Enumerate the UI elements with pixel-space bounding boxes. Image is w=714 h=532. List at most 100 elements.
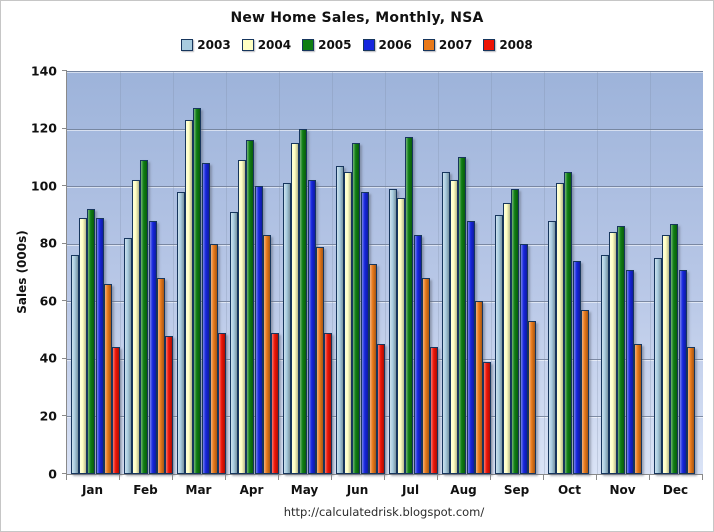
bar-2008-feb bbox=[164, 335, 173, 474]
legend: 2003 2004 2005 2006 2007 2008 bbox=[1, 38, 713, 52]
bar-slot bbox=[201, 71, 210, 474]
bar-slot bbox=[87, 71, 96, 474]
bar-2004-aug bbox=[450, 180, 459, 474]
bar-group-apr bbox=[226, 71, 279, 474]
plot-area bbox=[62, 70, 703, 475]
bar-2006-dec bbox=[678, 269, 687, 474]
x-label-dec: Dec bbox=[662, 483, 689, 497]
bar-slot bbox=[254, 71, 263, 474]
bar-2004-apr bbox=[238, 160, 247, 474]
bar-2006-oct bbox=[572, 261, 581, 474]
bar-2004-oct bbox=[556, 183, 565, 474]
y-tick-mark bbox=[62, 70, 67, 71]
bar-group-jul bbox=[385, 71, 438, 474]
bar-2003-jun bbox=[336, 166, 344, 474]
legend-item-2003: 2003 bbox=[181, 38, 231, 52]
bar-slot bbox=[352, 71, 361, 474]
bar-slot bbox=[315, 71, 324, 474]
gridline bbox=[67, 416, 703, 418]
x-label-sep: Sep bbox=[503, 483, 530, 497]
legend-item-2004: 2004 bbox=[241, 38, 291, 52]
bar-2007-mar bbox=[209, 243, 218, 474]
bar-slot bbox=[291, 71, 300, 474]
bar-2004-may bbox=[291, 142, 300, 474]
bar-slot bbox=[654, 71, 662, 474]
bar-2004-nov bbox=[609, 232, 618, 474]
bar-slot bbox=[336, 71, 344, 474]
bar-slot bbox=[511, 71, 520, 474]
x-tick-mark bbox=[384, 475, 385, 480]
bar-slot bbox=[397, 71, 406, 474]
bar-2003-apr bbox=[230, 212, 238, 474]
category-separator bbox=[650, 71, 651, 474]
bar-2003-jul bbox=[389, 189, 397, 474]
bar-2004-jan bbox=[79, 217, 88, 474]
legend-swatch-icon bbox=[422, 39, 435, 51]
gridline bbox=[67, 128, 703, 130]
bar-2003-sep bbox=[495, 214, 503, 474]
x-tick-mark bbox=[543, 475, 544, 480]
bar-slot bbox=[262, 71, 271, 474]
legend-swatch-icon bbox=[483, 39, 496, 51]
bar-slot bbox=[217, 71, 226, 474]
bar-group-nov bbox=[597, 71, 650, 474]
bar-slot bbox=[642, 71, 650, 474]
legend-label: 2003 bbox=[197, 38, 231, 52]
bar-2003-may bbox=[283, 183, 291, 474]
legend-item-2005: 2005 bbox=[302, 38, 352, 52]
x-axis-ticks bbox=[66, 475, 703, 481]
bar-slot bbox=[376, 71, 385, 474]
bar-slot bbox=[662, 71, 671, 474]
bar-2007-jun bbox=[368, 263, 377, 474]
bar-slot bbox=[95, 71, 104, 474]
bar-slot bbox=[209, 71, 218, 474]
y-tick-mark bbox=[62, 185, 67, 187]
x-tick-mark bbox=[702, 475, 703, 480]
bar-2008-may bbox=[323, 332, 332, 474]
bar-slot bbox=[299, 71, 308, 474]
bar-slot bbox=[238, 71, 247, 474]
bar-slot bbox=[450, 71, 459, 474]
bar-2003-mar bbox=[177, 191, 185, 474]
bar-slot bbox=[474, 71, 483, 474]
bar-2007-oct bbox=[580, 309, 589, 474]
category-separator bbox=[385, 71, 386, 474]
gridline bbox=[67, 301, 703, 303]
bar-slot bbox=[270, 71, 279, 474]
bar-2005-may bbox=[299, 128, 308, 474]
bar-2006-jan bbox=[95, 217, 104, 474]
category-separator bbox=[491, 71, 492, 474]
bar-2006-may bbox=[307, 180, 316, 474]
x-tick-mark bbox=[596, 475, 597, 480]
y-axis: 0 20 40 60 80 100 120 140 bbox=[1, 64, 57, 479]
bar-slot bbox=[670, 71, 679, 474]
bar-2005-aug bbox=[458, 157, 467, 474]
bar-2003-aug bbox=[442, 171, 450, 474]
x-label-jan: Jan bbox=[81, 483, 104, 497]
category-separator bbox=[226, 71, 227, 474]
bar-2006-aug bbox=[466, 220, 475, 474]
legend-label: 2007 bbox=[438, 38, 473, 52]
x-label-nov: Nov bbox=[609, 483, 636, 497]
y-tick-label: 60 bbox=[39, 293, 57, 309]
legend-swatch-icon bbox=[362, 39, 375, 51]
bar-2004-feb bbox=[132, 180, 141, 474]
y-tick-mark bbox=[62, 242, 67, 244]
bar-slot bbox=[466, 71, 475, 474]
bar-slot bbox=[140, 71, 149, 474]
bar-2007-apr bbox=[262, 235, 271, 474]
bar-slot bbox=[617, 71, 626, 474]
bar-group-aug bbox=[438, 71, 491, 474]
bar-slot bbox=[442, 71, 450, 474]
x-tick-mark bbox=[437, 475, 438, 480]
y-tick-mark bbox=[62, 357, 67, 359]
bar-slot bbox=[601, 71, 609, 474]
gridline bbox=[67, 71, 703, 72]
category-separator bbox=[544, 71, 545, 474]
x-label-may: May bbox=[290, 483, 319, 497]
bar-2006-apr bbox=[254, 186, 263, 474]
x-label-mar: Mar bbox=[185, 483, 212, 497]
y-tick-label: 0 bbox=[48, 465, 57, 481]
bar-2008-jan bbox=[111, 347, 120, 474]
